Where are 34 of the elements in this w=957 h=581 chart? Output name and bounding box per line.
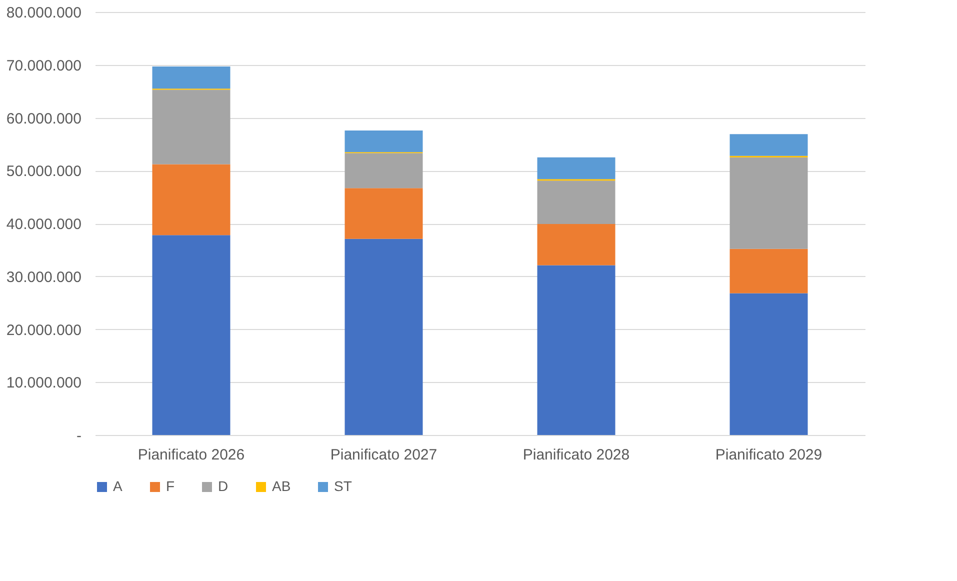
bar — [344, 130, 423, 152]
legend-label: D — [218, 478, 228, 494]
y-tick-label: - — [76, 428, 82, 444]
legend-label: AB — [272, 478, 291, 494]
bar — [537, 180, 616, 224]
bar — [152, 235, 230, 435]
bar — [344, 188, 423, 239]
x-tick-label: Pianificato 2027 — [330, 446, 438, 464]
y-tick-label: 20.000.000 — [6, 322, 82, 339]
bar — [344, 238, 423, 435]
bar — [344, 153, 423, 188]
y-tick-label: 50.000.000 — [6, 163, 82, 180]
legend-label: A — [113, 478, 123, 494]
bar — [152, 164, 230, 236]
legend-label: ST — [334, 478, 352, 494]
bar — [152, 90, 230, 164]
y-tick-label: 30.000.000 — [6, 268, 82, 286]
legend-label: F — [166, 478, 175, 494]
y-tick-label: 40.000.000 — [6, 216, 82, 233]
bar — [152, 66, 230, 89]
bar — [537, 265, 616, 435]
bar — [537, 157, 616, 180]
y-tick-label: 10.000.000 — [6, 374, 82, 392]
y-tick-label: 60.000.000 — [6, 110, 82, 128]
bar — [730, 134, 808, 156]
x-tick-label: Pianificato 2028 — [522, 446, 630, 464]
bar — [730, 293, 808, 435]
bar — [730, 248, 808, 294]
y-tick-label: 70.000.000 — [6, 57, 82, 74]
x-tick-label: Pianificato 2026 — [138, 446, 245, 464]
y-tick-label: 80.000.000 — [6, 4, 82, 22]
bar — [537, 224, 616, 266]
x-tick-label: Pianificato 2029 — [715, 446, 822, 464]
bar — [730, 157, 808, 249]
